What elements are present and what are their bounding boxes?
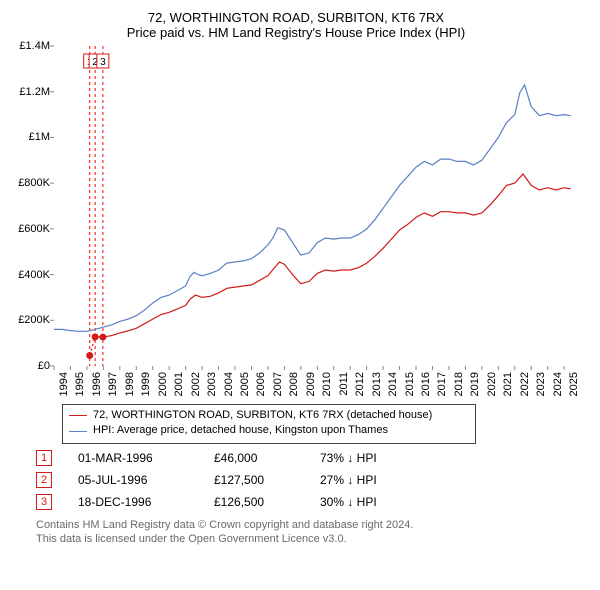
x-tick-label: 1995 <box>74 372 86 396</box>
event-price: £127,500 <box>214 473 294 487</box>
x-tick-label: 2007 <box>272 372 284 396</box>
x-tick-label: 2020 <box>486 372 498 396</box>
legend-row: 72, WORTHINGTON ROAD, SURBITON, KT6 7RX … <box>69 408 469 423</box>
y-tick-label: £1.2M <box>19 86 50 98</box>
legend-label: 72, WORTHINGTON ROAD, SURBITON, KT6 7RX … <box>93 408 432 423</box>
x-tick-label: 2010 <box>321 372 333 396</box>
x-tick-label: 2014 <box>387 372 399 396</box>
event-row: 2 05-JUL-1996 £127,500 27% ↓ HPI <box>36 472 582 488</box>
x-tick-label: 2000 <box>157 372 169 396</box>
x-tick-label: 2004 <box>223 372 235 396</box>
legend-label: HPI: Average price, detached house, King… <box>93 423 388 438</box>
x-axis-labels: 1994 1995 1996 1997 1998 1999 2000 2001 2002 2003… <box>54 366 574 400</box>
chart-title-line2: Price paid vs. HM Land Registry's House … <box>10 25 582 40</box>
y-tick-label: £1M <box>29 131 50 143</box>
event-hpi-delta: 73% ↓ HPI <box>320 451 377 465</box>
x-tick-label: 1996 <box>91 372 103 396</box>
event-row: 1 01-MAR-1996 £46,000 73% ↓ HPI <box>36 450 582 466</box>
y-tick-label: £600K <box>18 223 50 235</box>
x-tick-label: 1998 <box>124 372 136 396</box>
footnote-line: Contains HM Land Registry data © Crown c… <box>36 518 582 532</box>
event-hpi-delta: 27% ↓ HPI <box>320 473 377 487</box>
x-tick-label: 1994 <box>58 372 70 396</box>
x-tick-label: 2012 <box>354 372 366 396</box>
x-tick-label: 2025 <box>568 372 580 396</box>
chart-container: 72, WORTHINGTON ROAD, SURBITON, KT6 7RX … <box>0 0 600 572</box>
x-tick-label: 2023 <box>535 372 547 396</box>
y-tick-label: £1.4M <box>19 40 50 52</box>
x-tick-label: 2008 <box>288 372 300 396</box>
legend-swatch <box>69 431 87 432</box>
event-date: 18-DEC-1996 <box>78 495 188 509</box>
event-date: 05-JUL-1996 <box>78 473 188 487</box>
event-table: 1 01-MAR-1996 £46,000 73% ↓ HPI 2 05-JUL-1996… <box>36 450 582 510</box>
x-tick-label: 1999 <box>140 372 152 396</box>
legend-box: 72, WORTHINGTON ROAD, SURBITON, KT6 7RX … <box>62 404 476 444</box>
event-price: £126,500 <box>214 495 294 509</box>
x-tick-label: 2003 <box>206 372 218 396</box>
x-tick-label: 2022 <box>519 372 531 396</box>
x-tick-label: 2015 <box>404 372 416 396</box>
event-marker: 3 <box>36 494 52 510</box>
legend-row: HPI: Average price, detached house, King… <box>69 423 469 438</box>
chart-title-line1: 72, WORTHINGTON ROAD, SURBITON, KT6 7RX <box>10 10 582 25</box>
chart-svg: 123 <box>54 46 574 366</box>
chart-plot-area: £0£200K£400K£600K£800K£1M£1.2M£1.4M 123 <box>54 46 582 366</box>
x-tick-label: 2011 <box>338 372 350 396</box>
y-tick-label: £200K <box>18 314 50 326</box>
event-price: £46,000 <box>214 451 294 465</box>
x-tick-label: 2018 <box>453 372 465 396</box>
x-tick-label: 2019 <box>469 372 481 396</box>
x-tick-label: 2013 <box>371 372 383 396</box>
y-tick-label: £400K <box>18 269 50 281</box>
y-tick-label: £0 <box>38 360 50 372</box>
x-tick-label: 2005 <box>239 372 251 396</box>
event-marker: 1 <box>36 450 52 466</box>
event-date: 01-MAR-1996 <box>78 451 188 465</box>
x-tick-label: 2001 <box>173 372 185 396</box>
y-axis-labels: £0£200K£400K£600K£800K£1M£1.2M£1.4M <box>10 46 52 366</box>
event-hpi-delta: 30% ↓ HPI <box>320 495 377 509</box>
x-tick-label: 2017 <box>436 372 448 396</box>
x-tick-label: 2006 <box>255 372 267 396</box>
x-tick-label: 2002 <box>190 372 202 396</box>
svg-text:3: 3 <box>100 57 106 68</box>
event-row: 3 18-DEC-1996 £126,500 30% ↓ HPI <box>36 494 582 510</box>
footnote: Contains HM Land Registry data © Crown c… <box>36 518 582 547</box>
footnote-line: This data is licensed under the Open Gov… <box>36 532 582 546</box>
x-tick-label: 2009 <box>305 372 317 396</box>
x-tick-label: 2024 <box>552 372 564 396</box>
legend-swatch <box>69 415 87 416</box>
x-tick-label: 2016 <box>420 372 432 396</box>
x-tick-label: 2021 <box>502 372 514 396</box>
x-tick-label: 1997 <box>107 372 119 396</box>
y-tick-label: £800K <box>18 177 50 189</box>
event-marker: 2 <box>36 472 52 488</box>
